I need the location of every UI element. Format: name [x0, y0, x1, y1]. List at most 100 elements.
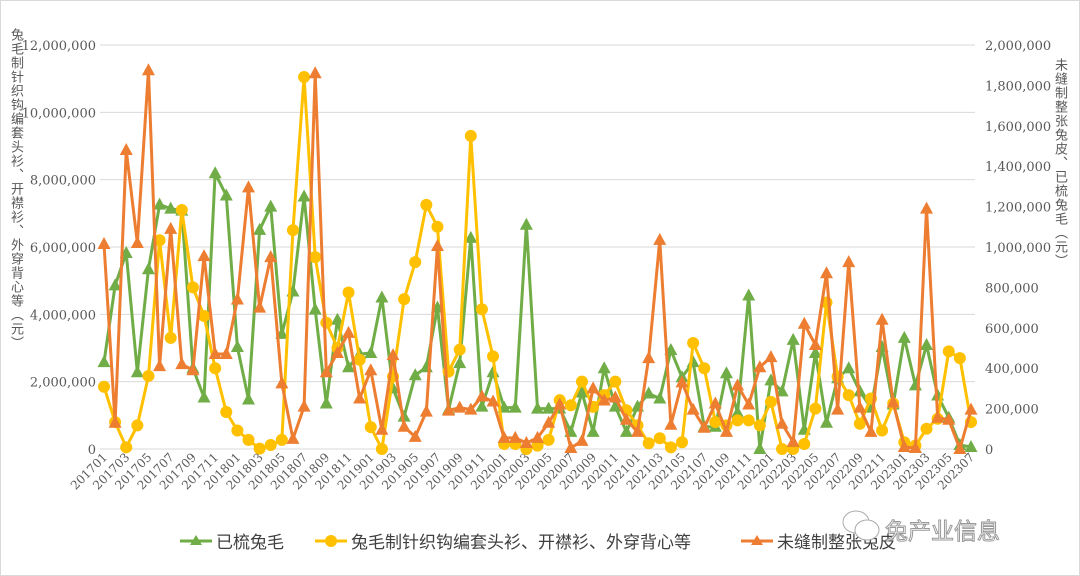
data-point-triangle [742, 288, 756, 301]
data-point-triangle [397, 419, 411, 432]
data-point-triangle [342, 360, 356, 373]
data-point-triangle [964, 402, 978, 415]
data-point-circle [564, 399, 577, 412]
data-point-triangle [430, 238, 444, 251]
watermark: 兔产业信息 [842, 510, 1001, 546]
data-point-triangle [464, 230, 478, 243]
data-point-circle [309, 251, 322, 264]
data-point-circle [209, 362, 222, 375]
left-tick-label: 0 [88, 443, 96, 458]
left-tick-label: 4,000,000 [30, 308, 96, 323]
data-point-triangle [375, 422, 389, 435]
right-tick-label: 1,800,000 [985, 79, 1051, 94]
data-point-triangle [586, 424, 600, 437]
data-point-triangle [564, 440, 578, 453]
data-point-triangle [764, 350, 778, 363]
right-tick-label: 600,000 [985, 322, 1039, 337]
data-point-circle [464, 129, 477, 142]
left-tick-label: 2,000,000 [30, 376, 96, 391]
right-tick-label: 200,000 [985, 403, 1039, 418]
right-tick-label: 0 [985, 443, 993, 458]
data-point-circle [198, 310, 211, 323]
data-point-triangle [708, 396, 722, 409]
data-point-triangle [575, 433, 589, 446]
data-point-circle [275, 433, 288, 446]
data-point-triangle [475, 399, 489, 412]
data-point-circle [453, 343, 466, 356]
legend-triangle-marker-icon [180, 534, 212, 545]
data-point-triangle [642, 351, 656, 364]
data-point-circle [776, 443, 789, 455]
data-point-triangle [464, 402, 478, 415]
data-point-triangle [542, 401, 556, 414]
data-point-circle [653, 432, 666, 445]
data-point-triangle [820, 415, 833, 428]
data-point-triangle [653, 391, 667, 404]
data-point-circle [142, 369, 155, 382]
data-point-triangle [519, 435, 533, 448]
data-point-triangle [675, 375, 689, 388]
data-point-circle [342, 286, 355, 299]
data-point-triangle [264, 199, 278, 212]
data-point-triangle [141, 63, 155, 76]
data-point-circle [375, 443, 388, 455]
data-point-triangle [808, 337, 822, 350]
data-point-circle [609, 375, 622, 388]
data-point-circle [487, 350, 500, 363]
left-axis-title: 兔毛制针织钩编套头衫、开襟衫、外穿背心等（元） [8, 28, 23, 350]
data-point-triangle [130, 365, 144, 378]
data-point-triangle [608, 399, 622, 412]
data-point-circle [242, 433, 255, 446]
data-point-triangle [397, 409, 411, 422]
data-point-circle [676, 436, 688, 449]
data-point-triangle [97, 236, 111, 249]
data-point-triangle [575, 385, 589, 398]
data-point-triangle [631, 424, 645, 437]
data-point-triangle [330, 312, 344, 325]
data-point-triangle [542, 415, 556, 428]
data-point-triangle [230, 339, 244, 352]
data-point-triangle [653, 232, 667, 245]
data-point-triangle [130, 235, 144, 248]
data-point-circle [853, 417, 866, 430]
data-point-circle [953, 352, 966, 365]
right-tick-label: 1,400,000 [985, 160, 1051, 175]
data-point-triangle [786, 434, 800, 447]
data-point-circle [175, 203, 188, 216]
data-point-triangle [319, 396, 333, 409]
right-tick-label: 1,200,000 [985, 201, 1051, 216]
legend-label: 已梳兔毛 [216, 533, 284, 553]
data-point-triangle [408, 368, 422, 381]
left-tick-label: 8,000,000 [30, 174, 96, 189]
data-point-triangle [175, 357, 189, 370]
data-point-triangle [264, 250, 278, 263]
data-point-triangle [897, 439, 911, 452]
data-point-triangle [664, 417, 678, 430]
data-point-triangle [753, 442, 767, 454]
data-point-circle [709, 416, 722, 429]
data-point-triangle [808, 346, 822, 359]
data-point-triangle [842, 361, 856, 374]
data-point-triangle [508, 430, 522, 443]
data-point-triangle [942, 412, 956, 425]
data-point-circle [398, 293, 411, 306]
data-point-triangle [364, 346, 378, 359]
data-point-triangle [508, 400, 522, 413]
data-point-triangle [931, 410, 945, 423]
data-point-circle [753, 419, 766, 432]
data-point-circle [642, 437, 655, 450]
data-point-triangle [408, 429, 422, 442]
data-point-triangle [519, 217, 533, 230]
data-point-circle [320, 316, 333, 329]
data-point-circle [920, 422, 933, 435]
data-point-triangle [453, 356, 467, 369]
data-point-triangle [719, 366, 733, 379]
data-point-triangle [330, 346, 344, 359]
data-point-circle [742, 414, 755, 427]
legend-label: 兔毛制针织钩编套头衫、开襟衫、外穿背心等 [351, 533, 691, 553]
data-point-circle [264, 438, 277, 451]
data-point-triangle [497, 430, 511, 443]
data-point-triangle [364, 363, 378, 376]
data-point-triangle [875, 312, 889, 325]
